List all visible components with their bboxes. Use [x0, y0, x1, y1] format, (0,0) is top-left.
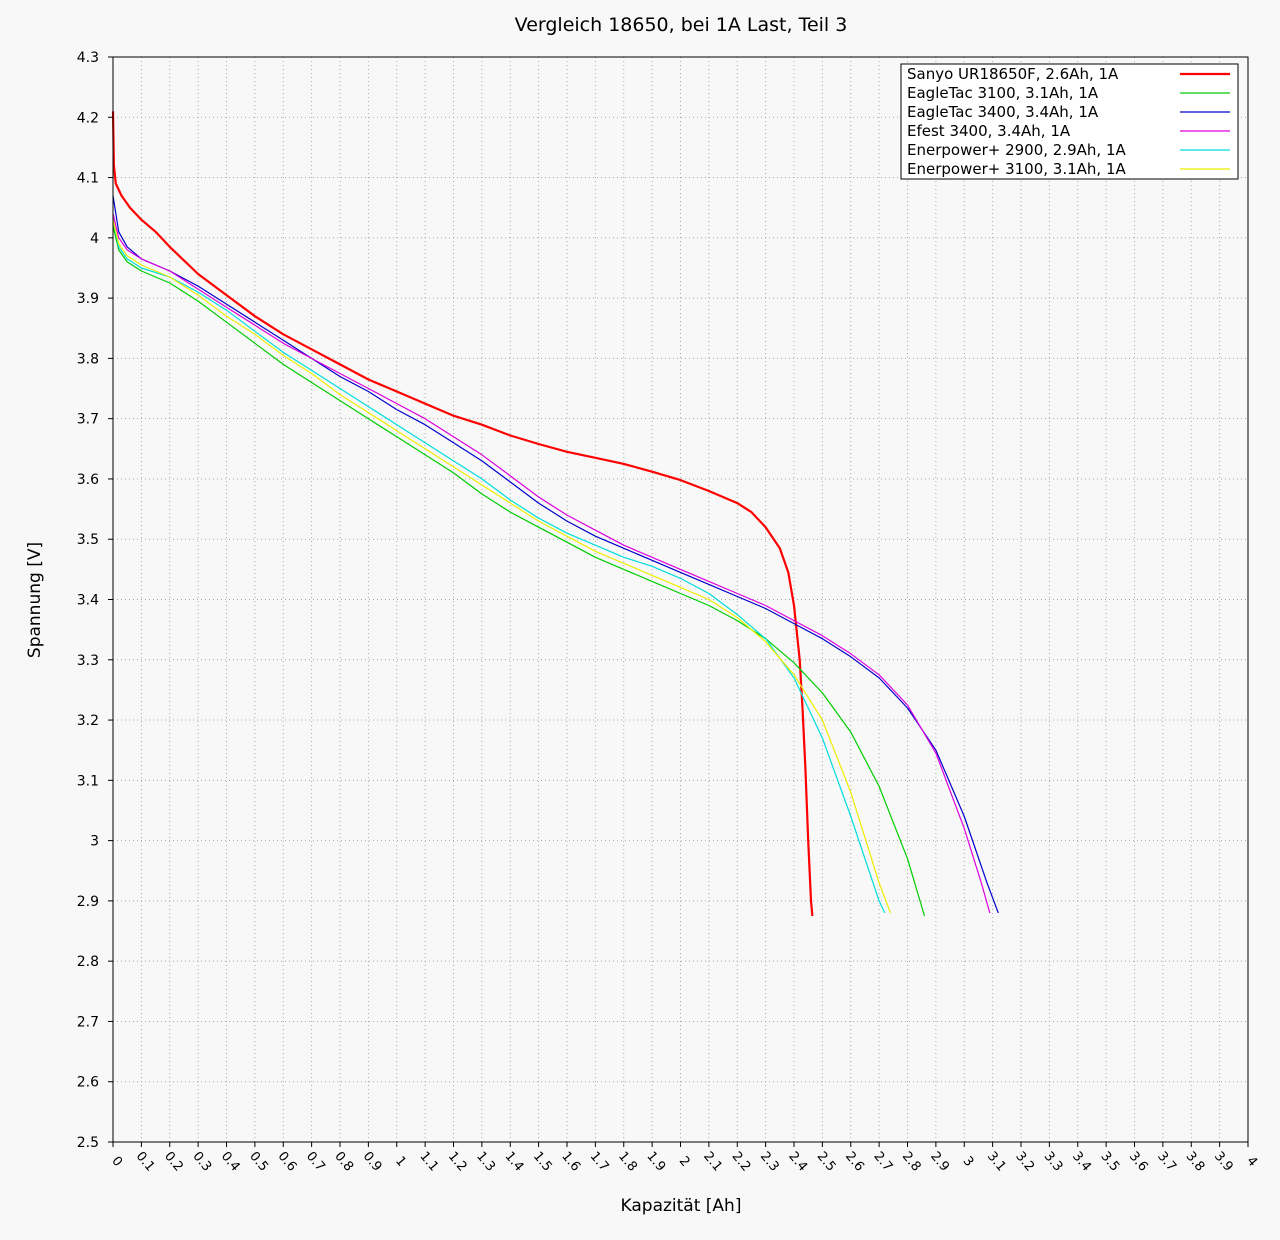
series-line: [112, 195, 999, 914]
y-tick-label: 3.3: [77, 653, 99, 669]
y-tick-label: 2.6: [77, 1075, 99, 1091]
y-tick-label: 3.1: [77, 773, 99, 789]
y-axis-label: Spannung [V]: [25, 542, 45, 658]
grid: [112, 56, 1249, 1143]
legend-entry: EagleTac 3100, 3.1Ah, 1A: [907, 84, 1099, 102]
series-line: [111, 111, 814, 917]
legend-entry: EagleTac 3400, 3.4Ah, 1A: [907, 103, 1099, 121]
x-axis-label: Kapazität [Ah]: [621, 1196, 742, 1216]
y-tick-label: 3.8: [77, 351, 99, 367]
series-layer: [111, 111, 999, 917]
y-tick-label: 4: [90, 231, 99, 247]
legend-entry: Efest 3400, 3.4Ah, 1A: [907, 122, 1071, 140]
legend-entry: Enerpower+ 3100, 3.1Ah, 1A: [907, 160, 1126, 178]
y-tick-label: 3.5: [77, 532, 99, 548]
chart-title: Vergleich 18650, bei 1A Last, Teil 3: [515, 14, 848, 36]
y-tick-label: 3.2: [77, 713, 99, 729]
y-tick-label: 2.9: [77, 894, 99, 910]
legend-box: [900, 63, 1239, 180]
legend-entry: Enerpower+ 2900, 2.9Ah, 1A: [907, 141, 1126, 159]
y-tick-label: 2.7: [77, 1014, 99, 1030]
y-tick-label: 4.1: [77, 171, 99, 187]
y-tick-label: 3.7: [77, 412, 99, 428]
y-tick-label: 3: [90, 834, 99, 850]
y-tick-label: 3.6: [77, 472, 99, 488]
y-tick-label: 4.3: [77, 50, 99, 66]
y-axis-ticks: 2.5 2.6 2.7 2.8 2.9 3 3.1 3.2 3.3 3.4 3.5 3.6 3.7 3.8…: [77, 50, 113, 1151]
y-tick-label: 3.4: [77, 593, 99, 609]
legend-entry: Sanyo UR18650F, 2.6Ah, 1A: [907, 65, 1119, 83]
series-line: [112, 219, 892, 914]
series-line: [112, 213, 991, 914]
series-line: [112, 219, 886, 914]
y-tick-label: 3.9: [77, 291, 99, 307]
y-tick-label: 2.5: [77, 1135, 99, 1151]
y-tick-label: 4.2: [77, 110, 99, 126]
y-tick-label: 2.8: [77, 954, 99, 970]
series-line: [112, 225, 926, 917]
